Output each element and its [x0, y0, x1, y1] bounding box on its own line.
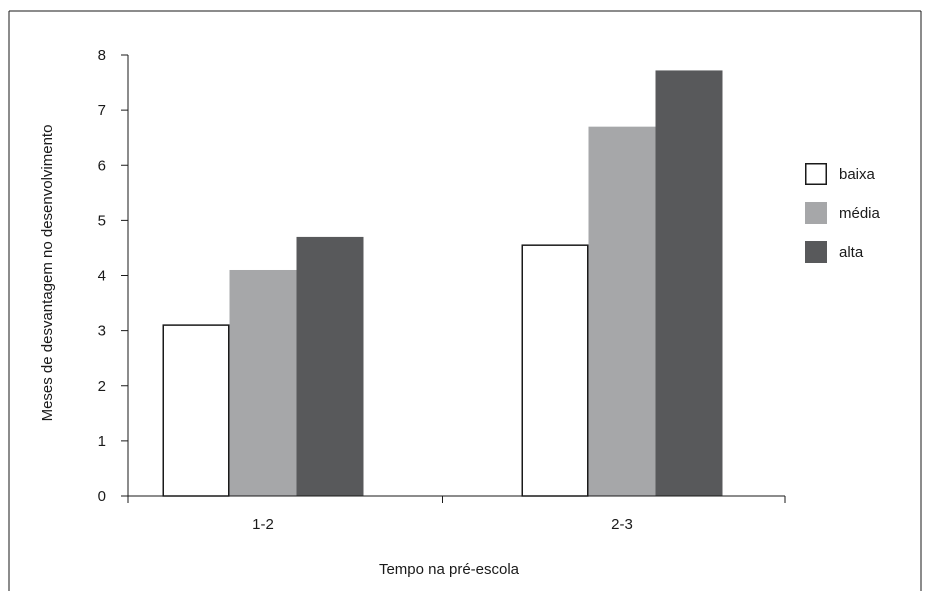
- bar-mdia-1-2: [229, 269, 297, 496]
- y-tick-label: 7: [98, 102, 106, 119]
- x-tick-label: 2-3: [611, 516, 633, 533]
- y-tick-label: 5: [98, 212, 106, 229]
- bar-alta-2-3: [655, 70, 723, 496]
- axes-layer: 0 1 2 3 4 5 6 7 8 1-2 2-3: [98, 47, 786, 533]
- y-tick-label: 2: [98, 378, 106, 395]
- legend: baixa média alta: [805, 163, 881, 263]
- legend-label: alta: [839, 244, 864, 261]
- x-axis-title: Tempo na pré-escola: [379, 561, 520, 578]
- labels-layer: Meses de desvantagem no desenvolvimento …: [39, 125, 520, 578]
- legend-swatch: [805, 163, 827, 185]
- y-tick-label: 6: [98, 157, 106, 174]
- x-tick-label: 1-2: [252, 516, 274, 533]
- y-tick-label: 0: [98, 488, 106, 505]
- y-tick-label: 8: [98, 47, 106, 64]
- y-tick-label: 4: [98, 268, 106, 285]
- bar-baixa-1-2: [162, 324, 230, 497]
- legend-swatch: [805, 202, 827, 224]
- bar-mdia-2-3: [588, 126, 656, 496]
- y-axis-title: Meses de desvantagem no desenvolvimento: [39, 125, 56, 422]
- bar-alta-1-2: [296, 236, 364, 496]
- y-tick-label: 3: [98, 323, 106, 340]
- legend-label: média: [839, 205, 881, 222]
- legend-swatch: [805, 241, 827, 263]
- bar-baixa-2-3: [521, 244, 589, 497]
- legend-label: baixa: [839, 166, 876, 183]
- y-tick-label: 1: [98, 433, 106, 450]
- bars-layer: [162, 70, 723, 497]
